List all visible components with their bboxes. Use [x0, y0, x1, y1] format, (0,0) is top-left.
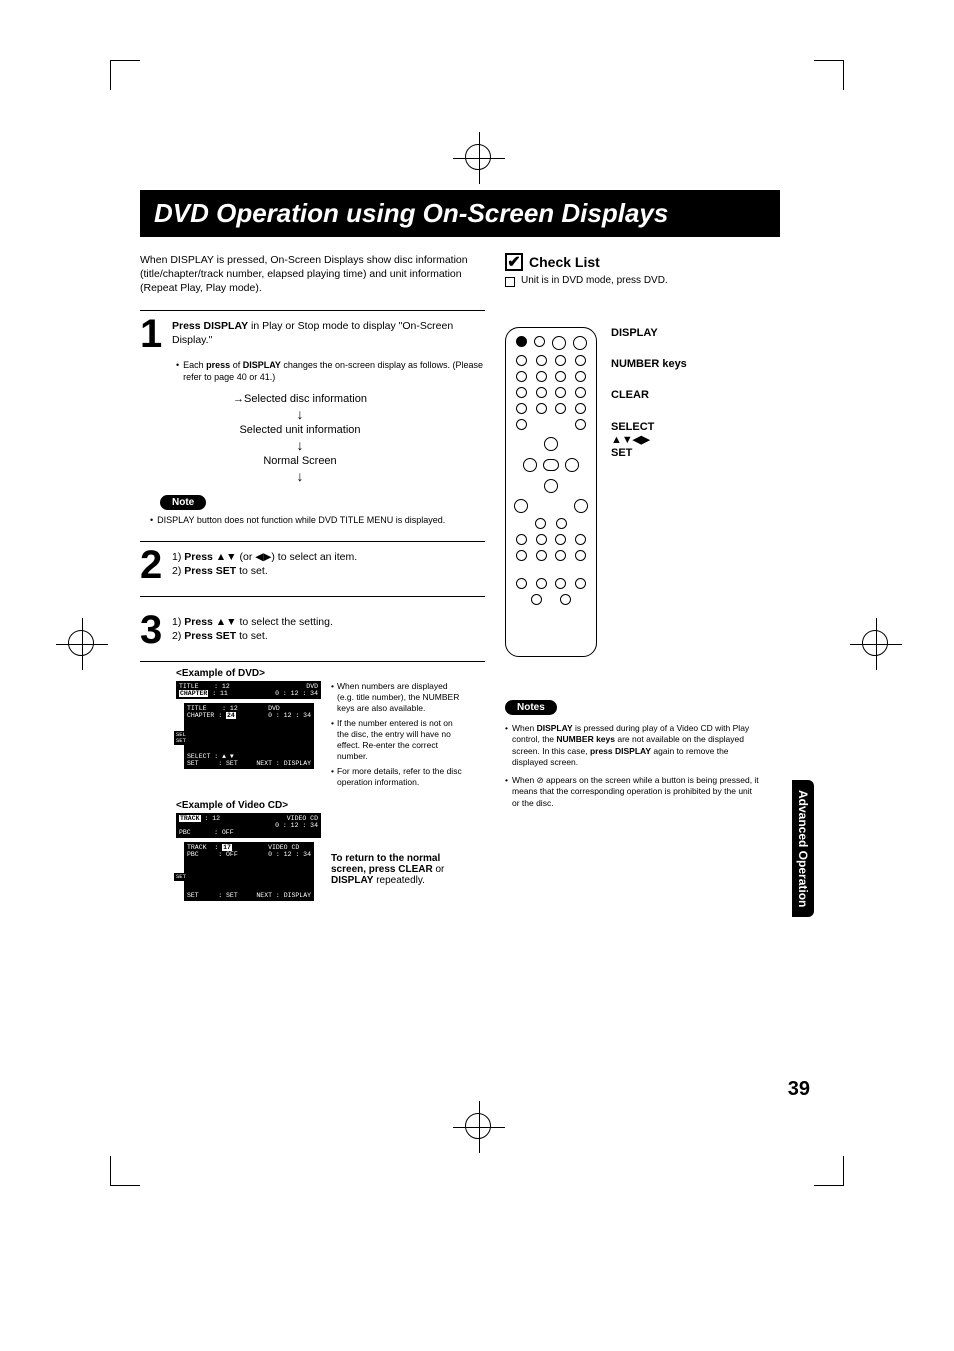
remote-labels: DISPLAY NUMBER keys CLEAR SELECT ▲▼◀▶ SE…	[611, 327, 687, 657]
step1-bold: Press DISPLAY	[172, 320, 248, 332]
crop-mark	[110, 1156, 140, 1186]
flow-diagram: →Selected disc information ↓ Selected un…	[180, 393, 420, 483]
step1-bullet: Each press of DISPLAY changes the on-scr…	[176, 359, 485, 383]
note-pill: Note	[160, 495, 206, 510]
notes-section: Notes When DISPLAY is pressed during pla…	[505, 697, 760, 809]
registration-mark	[862, 630, 888, 656]
osd-dvd: TITLE : 12 CHAPTER : 11 DVD0 : 12 : 34 T…	[176, 681, 321, 769]
step-number: 2	[140, 548, 166, 582]
notes-item: When ⊘ appears on the screen while a but…	[505, 775, 760, 809]
step-1: 1 Press DISPLAY in Play or Stop mode to …	[140, 317, 485, 351]
registration-mark	[465, 1113, 491, 1139]
notes-item: When DISPLAY is pressed during play of a…	[505, 723, 760, 769]
osd-vcd: TRACK : 12 PBC : OFF VIDEO CD0 : 12 : 34…	[176, 813, 321, 901]
registration-mark	[68, 630, 94, 656]
label-select: SELECT ▲▼◀▶ SET	[611, 421, 687, 461]
notes-pill: Notes	[505, 700, 557, 715]
note1: DISPLAY button does not function while D…	[150, 514, 485, 526]
remote-diagram	[505, 327, 597, 657]
intro-text: When DISPLAY is pressed, On-Screen Displ…	[140, 253, 485, 296]
example-vcd-title: <Example of Video CD>	[176, 800, 485, 811]
step-3: 3 1) Press ▲▼ to select the setting. 2) …	[140, 613, 485, 647]
checkbox-icon	[505, 277, 515, 287]
crop-mark	[110, 60, 140, 90]
step-number: 3	[140, 613, 166, 647]
side-tab: Advanced Operation	[792, 780, 814, 917]
example-dvd-title: <Example of DVD>	[176, 668, 485, 679]
label-display: DISPLAY	[611, 327, 687, 340]
crop-mark	[814, 60, 844, 90]
step-number: 1	[140, 317, 166, 351]
dpad-icon	[521, 435, 581, 495]
registration-mark	[465, 144, 491, 170]
osd-side-notes: When numbers are displayed (e.g. title n…	[331, 681, 466, 792]
checklist-header: ✔ Check List	[505, 253, 760, 271]
label-clear: CLEAR	[611, 389, 687, 402]
step-2: 2 1) Press ▲▼ (or ◀▶) to select an item.…	[140, 548, 485, 582]
page-number: 39	[788, 1078, 810, 1101]
crop-mark	[814, 1156, 844, 1186]
checkmark-icon: ✔	[505, 253, 523, 271]
page-title: DVD Operation using On-Screen Displays	[140, 190, 780, 237]
return-note: To return to the normal screen, press CL…	[331, 853, 466, 886]
label-number-keys: NUMBER keys	[611, 358, 687, 371]
checklist-item: Unit is in DVD mode, press DVD.	[505, 275, 760, 287]
